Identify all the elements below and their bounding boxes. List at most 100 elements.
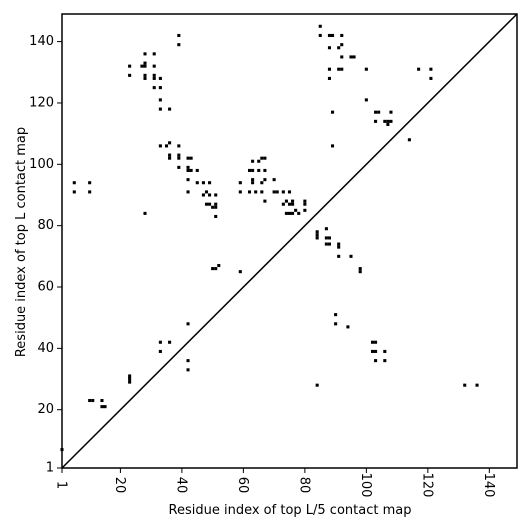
contact-point <box>291 199 295 203</box>
contact-point <box>318 33 322 38</box>
contact-point <box>349 254 353 258</box>
contact-point <box>303 208 307 212</box>
contact-point <box>272 190 276 194</box>
contact-point <box>186 322 190 326</box>
x-tick-label: 20 <box>112 477 127 494</box>
contact-point <box>257 159 261 163</box>
contact-point <box>128 73 132 77</box>
contact-point <box>374 359 378 363</box>
contact-point <box>475 383 479 387</box>
contact-point <box>214 267 218 271</box>
contact-point <box>238 181 242 185</box>
contact-point <box>383 119 387 123</box>
plot-frame <box>61 13 518 469</box>
contact-point <box>331 110 335 114</box>
contact-point <box>152 64 156 68</box>
contact-point <box>257 168 261 172</box>
contact-point <box>315 233 319 237</box>
contact-point <box>152 52 156 56</box>
contact-point <box>337 245 341 249</box>
contact-point <box>364 98 368 102</box>
contact-point <box>143 64 147 68</box>
contact-point <box>352 55 356 59</box>
y-tick-label: 60 <box>37 280 54 295</box>
contact-point <box>331 33 335 38</box>
contact-point <box>251 181 255 185</box>
contact-point <box>100 398 104 403</box>
contact-point <box>238 190 242 194</box>
contact-point <box>211 267 215 271</box>
contact-point <box>208 181 212 185</box>
contact-point <box>251 159 255 163</box>
contact-point <box>297 211 301 215</box>
contact-point <box>158 340 162 344</box>
contact-point <box>340 55 344 59</box>
contact-point <box>186 156 190 160</box>
x-tick-label: 120 <box>419 473 434 498</box>
contact-point <box>327 242 331 246</box>
contact-point <box>364 67 368 71</box>
contact-point <box>152 86 156 90</box>
contact-point <box>463 383 467 387</box>
contact-point <box>158 349 162 353</box>
contact-point <box>186 165 190 169</box>
contact-point <box>177 144 181 148</box>
contact-point <box>334 322 338 326</box>
contact-point <box>386 119 390 123</box>
contact-point <box>337 46 341 50</box>
contact-point <box>140 64 144 68</box>
contact-point <box>284 199 288 203</box>
contact-point <box>327 236 331 240</box>
contact-point <box>315 236 319 240</box>
contact-point <box>164 144 169 148</box>
contact-point <box>217 264 221 268</box>
contact-point <box>186 190 190 194</box>
contact-point <box>158 98 162 102</box>
contact-point <box>214 202 218 206</box>
contact-point <box>168 153 172 157</box>
contact-point <box>429 67 433 71</box>
y-axis-title: Residue index of top L contact map <box>14 127 29 357</box>
contact-point <box>374 349 378 353</box>
contact-point <box>340 67 344 71</box>
contact-point <box>294 208 298 212</box>
contact-point <box>158 76 162 80</box>
x-tick-label: 40 <box>173 477 188 494</box>
contact-point <box>158 107 162 111</box>
contact-point <box>189 156 193 160</box>
contact-point <box>337 242 341 246</box>
contact-point <box>168 141 172 145</box>
contact-point <box>337 67 341 71</box>
x-axis-title: Residue index of top L/5 contact map <box>169 503 412 518</box>
contact-point <box>303 199 307 203</box>
contact-point <box>177 153 181 157</box>
x-tick-label: 100 <box>358 473 373 498</box>
contact-point <box>214 205 218 209</box>
plot-area <box>60 13 518 469</box>
contact-point <box>315 383 319 387</box>
contact-point <box>303 202 307 206</box>
contact-point <box>287 202 292 206</box>
contact-point <box>128 374 132 378</box>
x-tick-label: 60 <box>235 477 250 494</box>
y-tick-label: 120 <box>29 95 54 110</box>
contact-point <box>383 349 387 353</box>
contact-point <box>72 190 76 194</box>
contact-point <box>291 211 295 215</box>
contact-point <box>370 340 375 344</box>
contact-point <box>248 190 252 194</box>
contact-point <box>260 156 264 160</box>
contact-point <box>72 181 76 185</box>
contact-point <box>100 405 104 409</box>
contact-point <box>143 61 147 65</box>
contact-point <box>103 405 107 409</box>
contact-point <box>291 202 295 206</box>
contact-point <box>327 76 331 80</box>
x-axis-ticks: 1 20 40 60 80 100 120 140 <box>54 468 496 497</box>
contact-point <box>275 190 279 194</box>
contact-point <box>143 52 147 56</box>
contact-point <box>389 119 393 123</box>
contact-point <box>263 156 267 160</box>
contact-point <box>186 168 190 172</box>
